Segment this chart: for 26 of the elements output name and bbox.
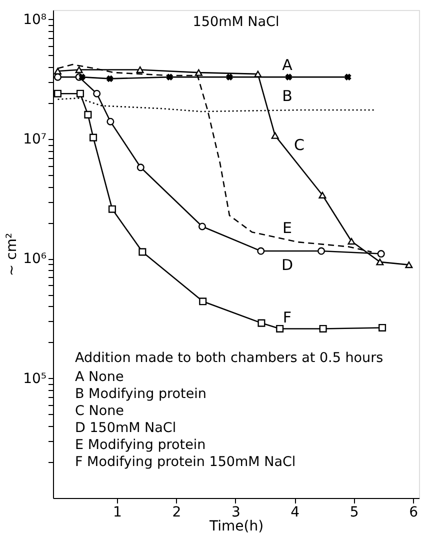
series-label: E [282,218,292,237]
annotation: C None [75,403,124,419]
series-label: B [282,87,292,106]
x-axis-title: Time(h) [208,518,264,534]
annotation: E Modifying protein [75,437,206,453]
annotation: F Modifying protein 150mM NaCl [75,454,296,470]
annotation: B Modifying protein [75,386,206,402]
annotation: A None [75,369,124,385]
y-tick-label: 10⁷ [23,132,46,148]
series-label: D [281,256,294,274]
annotation: D 150mM NaCl [75,420,176,436]
x-tick-label: 1 [113,504,122,520]
x-tick-label: 5 [350,504,359,520]
annotation: Addition made to both chambers at 0.5 hours [75,350,384,366]
series-label: A [282,56,294,74]
annotation: 150mM NaCl [192,14,280,30]
x-tick-label: 3 [231,504,240,520]
y-tick-label: 10⁸ [23,12,47,28]
y-tick-label: 10⁵ [23,370,46,387]
x-tick-label: 2 [172,504,182,520]
x-tick-label: 6 [409,504,418,520]
x-tick-label: 4 [290,504,300,520]
y-tick-label: 10⁶ [23,251,47,268]
y-axis-title: ~ cm² [4,232,20,276]
series-label: F [282,308,292,327]
series-label: C [294,136,304,154]
